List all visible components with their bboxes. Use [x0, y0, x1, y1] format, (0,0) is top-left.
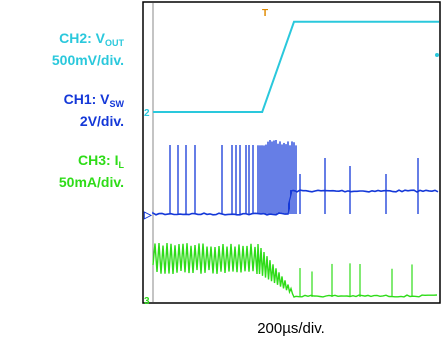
ch1-label-sub: SW — [109, 99, 125, 109]
ch3-waveform — [152, 242, 438, 298]
ch2-ground-marker: 2 — [144, 108, 150, 119]
ch2-trace — [153, 20, 439, 113]
ch2-label-prefix: CH2: V — [59, 30, 105, 46]
channel-markers: 2 ▷ 3 T — [143, 8, 439, 307]
ch3-ground-marker: 3 — [144, 296, 150, 307]
ch1-trace — [152, 140, 439, 216]
ch1-label: CH1: VSW — [64, 88, 124, 112]
ch2-label: CH2: VOUT — [59, 27, 124, 51]
ch2-label-sub: OUT — [105, 38, 124, 48]
ch1-label-prefix: CH1: V — [63, 91, 110, 107]
scope-screen: 2 ▷ 3 T — [142, 1, 441, 307]
ch2-level-dot — [435, 53, 439, 57]
channel-legend: CH2: VOUT 500mV/div. CH1: VSW 2V/div. CH… — [0, 0, 124, 210]
trigger-marker: T — [262, 8, 268, 19]
ch2-waveform — [153, 20, 439, 113]
ch3-label-prefix: CH3: I — [78, 152, 119, 168]
ch2-scale: 500mV/div. — [51, 52, 124, 68]
ch3-label: CH3: IL — [78, 149, 124, 173]
ch1-ground-marker: ▷ — [143, 210, 153, 221]
ch1-scale: 2V/div. — [79, 113, 124, 129]
ch3-trace — [152, 242, 438, 298]
ch3-label-sub: L — [118, 160, 125, 170]
x-axis-scale: 200µs/div. — [257, 320, 325, 337]
ch3-scale: 50mA/div. — [58, 174, 124, 190]
